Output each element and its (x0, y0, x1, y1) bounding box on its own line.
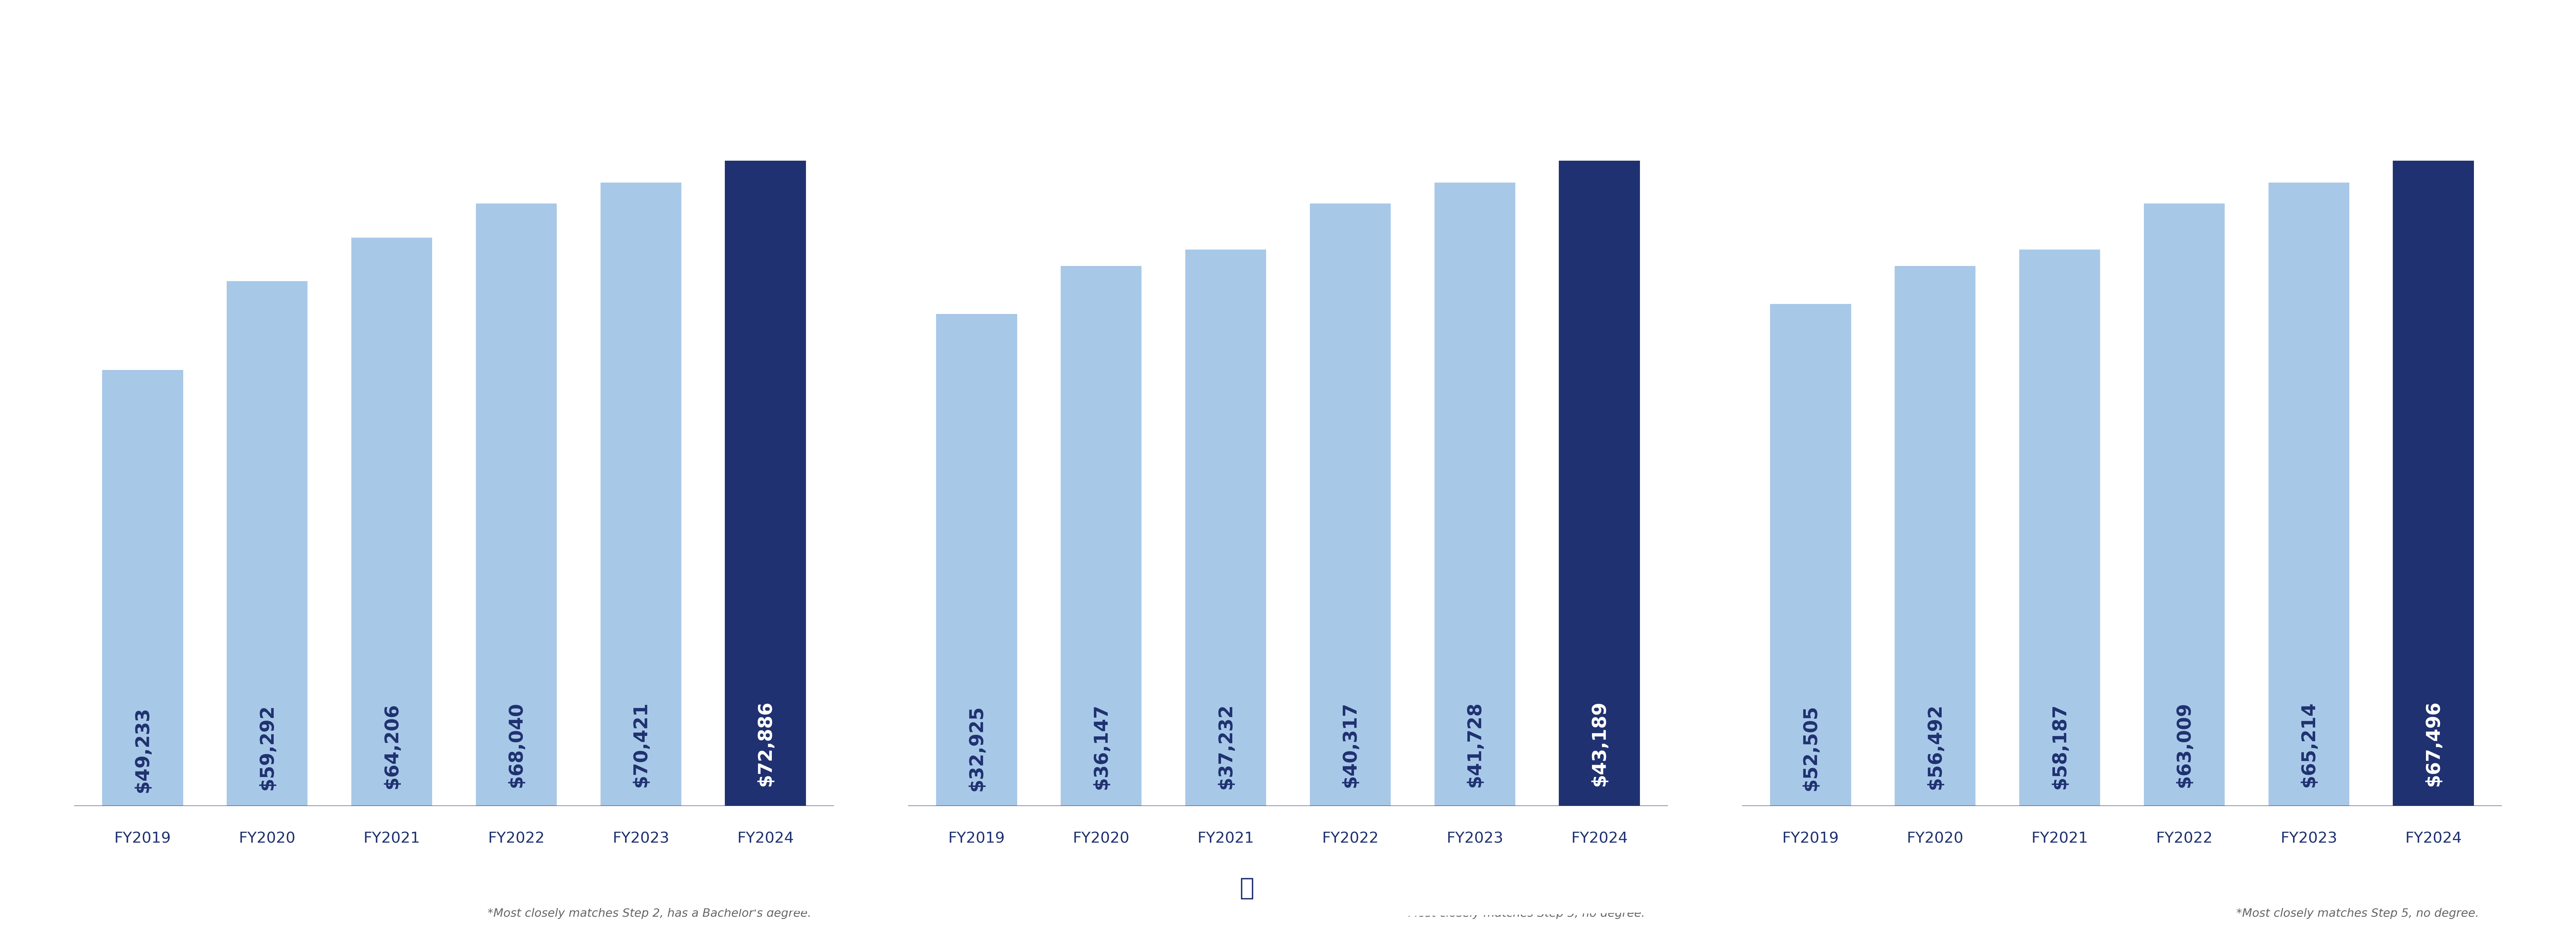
Bar (1061, 266, 1141, 806)
Text: $36,147: $36,147 (1092, 704, 1110, 790)
Bar (600, 183, 683, 806)
Text: FY2019: FY2019 (113, 832, 170, 846)
Text: $59,292: $59,292 (258, 705, 276, 790)
Text: FY2021: FY2021 (1198, 832, 1255, 846)
Bar (2393, 160, 2473, 806)
Bar (724, 160, 806, 806)
Text: $40,317: $40,317 (1342, 702, 1360, 788)
Bar (1435, 183, 1515, 806)
Bar (1558, 160, 1641, 806)
Text: $52,505: $52,505 (1801, 705, 1819, 791)
Text: $64,206: $64,206 (384, 703, 402, 789)
Bar (935, 314, 1018, 806)
Text: $63,009: $63,009 (2174, 702, 2192, 788)
Bar (1770, 304, 1852, 806)
Text: $37,232: $37,232 (1216, 704, 1234, 789)
Text: FY2023: FY2023 (2280, 832, 2336, 846)
Text: FY2024: FY2024 (2406, 832, 2463, 846)
Text: $67,496: $67,496 (2424, 701, 2442, 786)
Text: FY2019: FY2019 (948, 832, 1005, 846)
Text: $43,189: $43,189 (1589, 701, 1607, 786)
Text: $70,421: $70,421 (631, 702, 649, 787)
Text: *Most closely matches Step 5, no degree.: *Most closely matches Step 5, no degree. (1401, 908, 1646, 919)
Text: FY2021: FY2021 (363, 832, 420, 846)
Text: 👪: 👪 (1239, 876, 1255, 900)
Text: $56,492: $56,492 (1927, 704, 1945, 790)
Bar (2143, 203, 2226, 806)
Text: Chicago: Chicago (1345, 867, 1430, 885)
Text: FY2023: FY2023 (613, 832, 670, 846)
Bar (350, 237, 433, 806)
Bar (1309, 203, 1391, 806)
Text: *Most closely matches Step 2, has a Bachelor's degree.: *Most closely matches Step 2, has a Bach… (487, 908, 811, 919)
Text: FY2022: FY2022 (1321, 832, 1378, 846)
Text: FY2022: FY2022 (487, 832, 544, 846)
Text: $68,040: $68,040 (507, 702, 526, 788)
Bar (477, 203, 556, 806)
Circle shape (526, 864, 1968, 916)
Bar (1185, 249, 1267, 806)
Bar (2020, 249, 2099, 806)
Text: FY2021: FY2021 (2032, 832, 2089, 846)
Text: FY2019: FY2019 (1783, 832, 1839, 846)
Text: FY2023: FY2023 (1448, 832, 1504, 846)
Text: *Most closely matches Step 5, no degree.: *Most closely matches Step 5, no degree. (2236, 908, 2478, 919)
Text: $65,214: $65,214 (2300, 702, 2318, 787)
Text: FY2020: FY2020 (1072, 832, 1128, 846)
Text: FY2020: FY2020 (1906, 832, 1963, 846)
Text: $72,886: $72,886 (757, 701, 775, 786)
Text: FY2024: FY2024 (1571, 832, 1628, 846)
Bar (103, 370, 183, 806)
Text: FY2020: FY2020 (240, 832, 296, 846)
Text: $32,925: $32,925 (969, 706, 987, 791)
Text: $49,233: $49,233 (134, 707, 152, 793)
Text: FY2024: FY2024 (737, 832, 793, 846)
Text: $41,728: $41,728 (1466, 702, 1484, 787)
Bar (1893, 266, 1976, 806)
Text: Public: Public (1345, 881, 1409, 900)
Text: $58,187: $58,187 (2050, 704, 2069, 789)
Bar (2269, 183, 2349, 806)
Text: Schools: Schools (1345, 895, 1427, 914)
Text: FY2022: FY2022 (2156, 832, 2213, 846)
Bar (227, 281, 307, 806)
